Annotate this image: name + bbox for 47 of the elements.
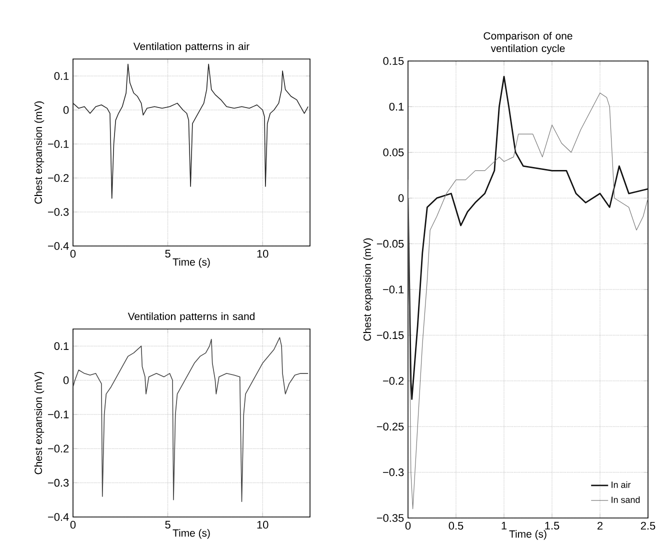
y-tick-label: −0.2 [48, 174, 69, 182]
y-tick-label: 0 [63, 376, 69, 384]
x-tick-label: 5 [165, 250, 170, 258]
y-tick-label: −0.15 [376, 331, 404, 340]
line-series [408, 76, 648, 400]
y-tick-label: −0.2 [48, 444, 69, 453]
y-tick-label: −0.3 [383, 468, 404, 476]
y-tick-label: −0.35 [376, 514, 404, 522]
chart-title: Comparison of one ventilation cycle [484, 32, 572, 54]
y-tick-label: −0.3 [48, 478, 69, 487]
x-tick-label: 2.5 [640, 522, 656, 530]
x-tick-label: 0 [70, 520, 76, 529]
legend-label: In air [612, 481, 631, 488]
x-axis-title: Time (s) [172, 529, 210, 539]
y-axis-title: Chest expansion (mV) [363, 238, 374, 341]
x-tick-label: 1 [502, 522, 507, 530]
y-tick-label: 0.05 [383, 148, 404, 156]
y-tick-label: 0.1 [54, 342, 69, 350]
x-tick-label: 1.5 [545, 522, 560, 530]
y-tick-label: −0.1 [48, 140, 69, 148]
x-tick-label: 2 [598, 522, 603, 530]
y-tick-label: 0.1 [389, 102, 404, 111]
y-tick-label: −0.1 [48, 410, 69, 418]
y-tick-label: 0.15 [383, 57, 404, 65]
y-axis-title: Chest expansion (mV) [34, 101, 44, 204]
y-tick-label: −0.4 [48, 242, 69, 250]
x-tick-label: 0 [405, 522, 411, 530]
chart-title: Ventilation patterns in air [133, 42, 250, 52]
y-tick-label: −0.3 [48, 208, 69, 216]
x-tick-label: 0.5 [448, 522, 464, 530]
y-tick-label: −0.1 [383, 286, 404, 294]
x-tick-label: 10 [257, 250, 268, 258]
y-tick-label: 0 [63, 106, 69, 114]
x-tick-label: 5 [165, 520, 170, 529]
x-axis-title: Time (s) [509, 530, 546, 540]
y-tick-label: −0.05 [376, 240, 404, 248]
y-tick-label: 0.1 [54, 72, 69, 80]
y-axis-title: Chest expansion (mV) [34, 372, 44, 474]
chart-title: Ventilation patterns in sand [128, 312, 254, 322]
x-tick-label: 10 [257, 520, 268, 529]
x-tick-label: 0 [70, 250, 76, 258]
x-axis-title: Time (s) [172, 258, 210, 268]
y-tick-label: 0 [398, 194, 404, 202]
y-tick-label: −0.25 [376, 422, 404, 430]
legend-label: In sand [612, 496, 640, 503]
y-tick-label: −0.4 [48, 513, 69, 521]
y-tick-label: −0.2 [383, 377, 404, 385]
